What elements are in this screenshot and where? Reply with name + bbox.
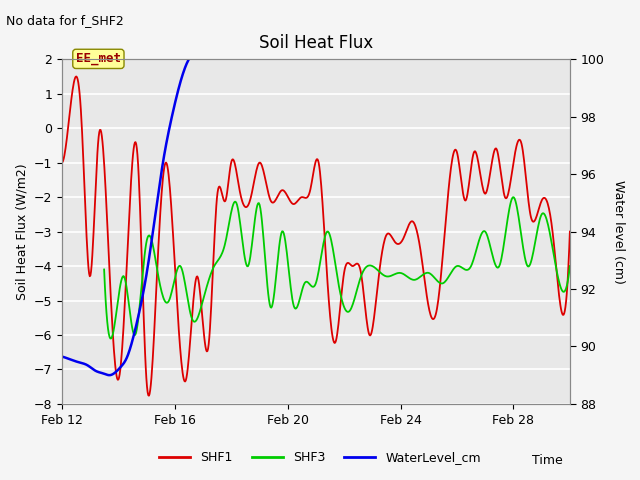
Text: EE_met: EE_met — [76, 52, 121, 65]
Text: No data for f_SHF2: No data for f_SHF2 — [6, 14, 124, 27]
Title: Soil Heat Flux: Soil Heat Flux — [259, 34, 373, 52]
Text: Time: Time — [532, 454, 563, 467]
Y-axis label: Soil Heat Flux (W/m2): Soil Heat Flux (W/m2) — [15, 163, 28, 300]
Y-axis label: Water level (cm): Water level (cm) — [612, 180, 625, 284]
Legend: SHF1, SHF3, WaterLevel_cm: SHF1, SHF3, WaterLevel_cm — [154, 446, 486, 469]
